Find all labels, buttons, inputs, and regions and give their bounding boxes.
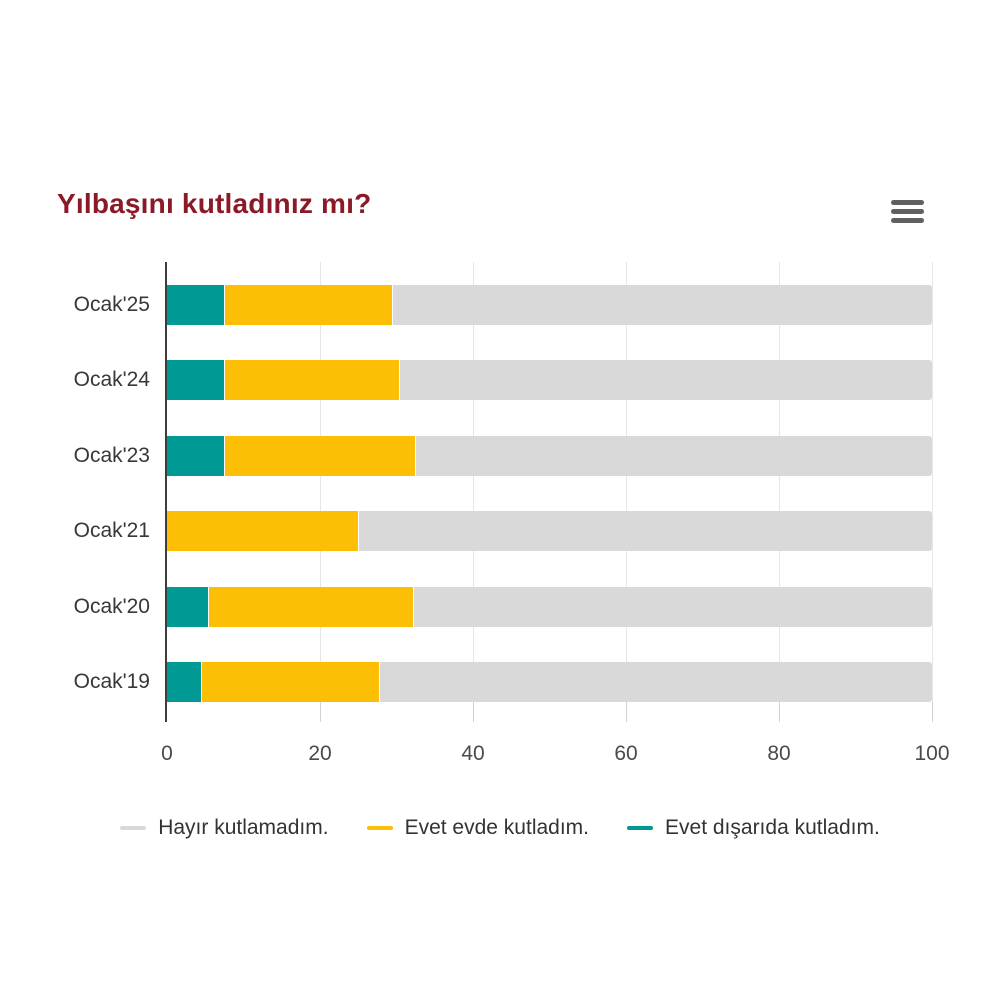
bar-segment[interactable] [379, 662, 932, 702]
y-axis-label: Ocak'24 [73, 368, 150, 392]
bar-segment[interactable] [209, 586, 415, 627]
bar-segment[interactable] [399, 360, 932, 401]
legend-item[interactable]: Evet dışarıda kutladım. [627, 816, 880, 840]
export-menu-button[interactable] [891, 196, 927, 226]
x-axis-label: 100 [914, 742, 950, 765]
bar-row [167, 662, 932, 702]
axis-tick [932, 702, 933, 722]
y-axis-label: Ocak'23 [73, 443, 150, 467]
legend-label: Evet dışarıda kutladım. [665, 816, 880, 839]
y-axis-line [165, 262, 167, 722]
bar-segment[interactable] [225, 360, 400, 401]
x-axis-label: 0 [161, 742, 173, 765]
legend-label: Evet evde kutladım. [404, 816, 590, 839]
bar-segment[interactable] [225, 285, 394, 325]
legend-marker-icon [627, 826, 654, 830]
chart-title: Yılbaşını kutladınız mı? [57, 188, 372, 219]
y-axis-label: Ocak'25 [73, 293, 150, 316]
axis-tick [779, 702, 780, 722]
x-axis-label: 20 [308, 742, 332, 765]
y-axis-label: Ocak'19 [73, 670, 150, 693]
y-axis-labels: Ocak'25 Ocak'24 Ocak'23 Ocak'21 Ocak'20 Ocak'… [0, 262, 150, 722]
bar-segment[interactable] [225, 435, 417, 476]
x-axis-labels: 0 20 40 60 80 100 [0, 742, 1000, 772]
legend-marker-icon [366, 826, 393, 830]
gridline [932, 262, 933, 722]
bar-row [167, 586, 932, 627]
legend-item[interactable]: Evet evde kutladım. [366, 816, 590, 840]
bar-segment[interactable] [416, 435, 932, 476]
bar-segment[interactable] [359, 511, 932, 552]
x-axis-label: 80 [767, 742, 791, 765]
bar-segment[interactable] [393, 285, 932, 325]
gridline [473, 262, 474, 722]
axis-tick [626, 702, 627, 722]
axis-tick [320, 702, 321, 722]
gridline [626, 262, 627, 722]
bar-segment[interactable] [167, 360, 226, 401]
bar-segment[interactable] [167, 586, 210, 627]
bar-segment[interactable] [167, 662, 203, 702]
legend-item[interactable]: Hayır kutlamadım. [120, 816, 329, 840]
bar-segment[interactable] [167, 435, 226, 476]
bar-segment[interactable] [167, 285, 226, 325]
legend-label: Hayır kutlamadım. [158, 816, 329, 839]
legend-marker-icon [120, 826, 147, 830]
legend: Hayır kutlamadım. Evet evde kutladım. Evet… [0, 810, 1000, 846]
bar-row [167, 511, 932, 552]
gridline [320, 262, 321, 722]
x-axis-label: 60 [614, 742, 638, 765]
x-axis-label: 40 [461, 742, 485, 765]
bar-row [167, 285, 932, 325]
plot-area [165, 262, 933, 722]
y-axis-label: Ocak'21 [73, 519, 150, 543]
bar-row [167, 360, 932, 401]
y-axis-label: Ocak'20 [73, 594, 150, 618]
gridline [779, 262, 780, 722]
axis-tick [473, 702, 474, 722]
bar-segment[interactable] [202, 662, 380, 702]
bar-row [167, 435, 932, 476]
hamburger-icon [891, 208, 924, 214]
hamburger-icon [891, 199, 924, 205]
hamburger-icon [891, 217, 924, 223]
bar-segment[interactable] [414, 586, 932, 627]
bar-segment[interactable] [167, 511, 359, 552]
